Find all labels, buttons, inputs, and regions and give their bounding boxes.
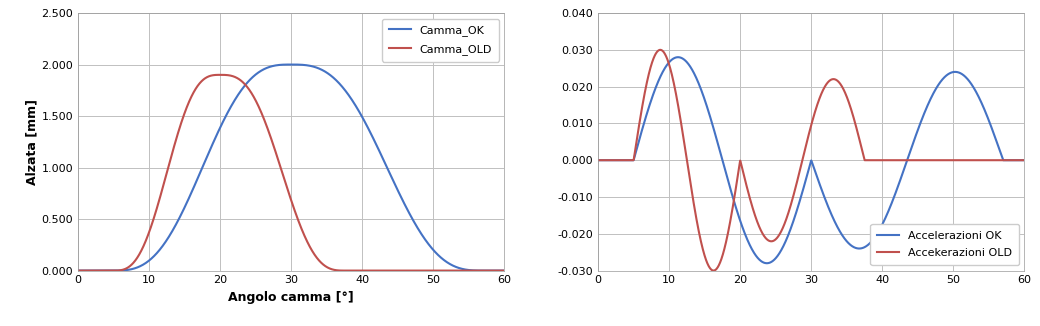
Accelerazioni OK: [1006, 158, 1018, 162]
Accelerazioni OK: [1018, 158, 1031, 162]
Camma_OK: [267, 64, 280, 68]
Y-axis label: Alzata [mm]: Alzata [mm]: [26, 99, 38, 185]
Accelerazioni OK: [788, 216, 801, 220]
Line: Accelerazioni OK: Accelerazioni OK: [598, 57, 1024, 263]
Legend: Accelerazioni OK, Accekerazioni OLD: Accelerazioni OK, Accekerazioni OLD: [870, 224, 1019, 265]
Camma_OK: [486, 269, 498, 273]
Accekerazioni OLD: [928, 158, 940, 162]
Camma_OK: [486, 269, 498, 273]
Accekerazioni OLD: [614, 158, 626, 162]
Camma_OK: [279, 63, 291, 67]
Line: Camma_OLD: Camma_OLD: [78, 75, 504, 271]
Accekerazioni OLD: [654, 48, 667, 52]
Accelerazioni OK: [592, 158, 604, 162]
Camma_OK: [498, 269, 511, 273]
Camma_OK: [408, 220, 420, 224]
Accelerazioni OK: [928, 90, 940, 94]
Accekerazioni OLD: [788, 190, 801, 194]
Accekerazioni OLD: [800, 144, 812, 148]
Camma_OLD: [498, 269, 511, 273]
Camma_OK: [285, 63, 297, 67]
Camma_OLD: [72, 269, 84, 273]
Accekerazioni OLD: [592, 158, 604, 162]
Accelerazioni OK: [614, 158, 626, 162]
Line: Accekerazioni OLD: Accekerazioni OLD: [598, 50, 1024, 271]
Accelerazioni OK: [672, 55, 684, 59]
Camma_OLD: [280, 181, 292, 185]
Accelerazioni OK: [760, 261, 773, 265]
Camma_OK: [72, 269, 84, 273]
Camma_OLD: [268, 146, 281, 150]
Line: Camma_OK: Camma_OK: [78, 65, 504, 271]
Accekerazioni OLD: [1006, 158, 1018, 162]
Camma_OLD: [486, 269, 498, 273]
Camma_OLD: [408, 269, 420, 273]
Accekerazioni OLD: [1018, 158, 1031, 162]
Camma_OLD: [486, 269, 498, 273]
Camma_OLD: [214, 73, 227, 77]
Accekerazioni OLD: [1007, 158, 1019, 162]
Camma_OLD: [94, 269, 106, 273]
Accekerazioni OLD: [707, 269, 720, 273]
Legend: Camma_OK, Camma_OLD: Camma_OK, Camma_OLD: [382, 19, 499, 62]
Accelerazioni OK: [1007, 158, 1019, 162]
Camma_OK: [94, 269, 106, 273]
X-axis label: Angolo camma [°]: Angolo camma [°]: [228, 291, 354, 304]
Accelerazioni OK: [800, 178, 812, 182]
